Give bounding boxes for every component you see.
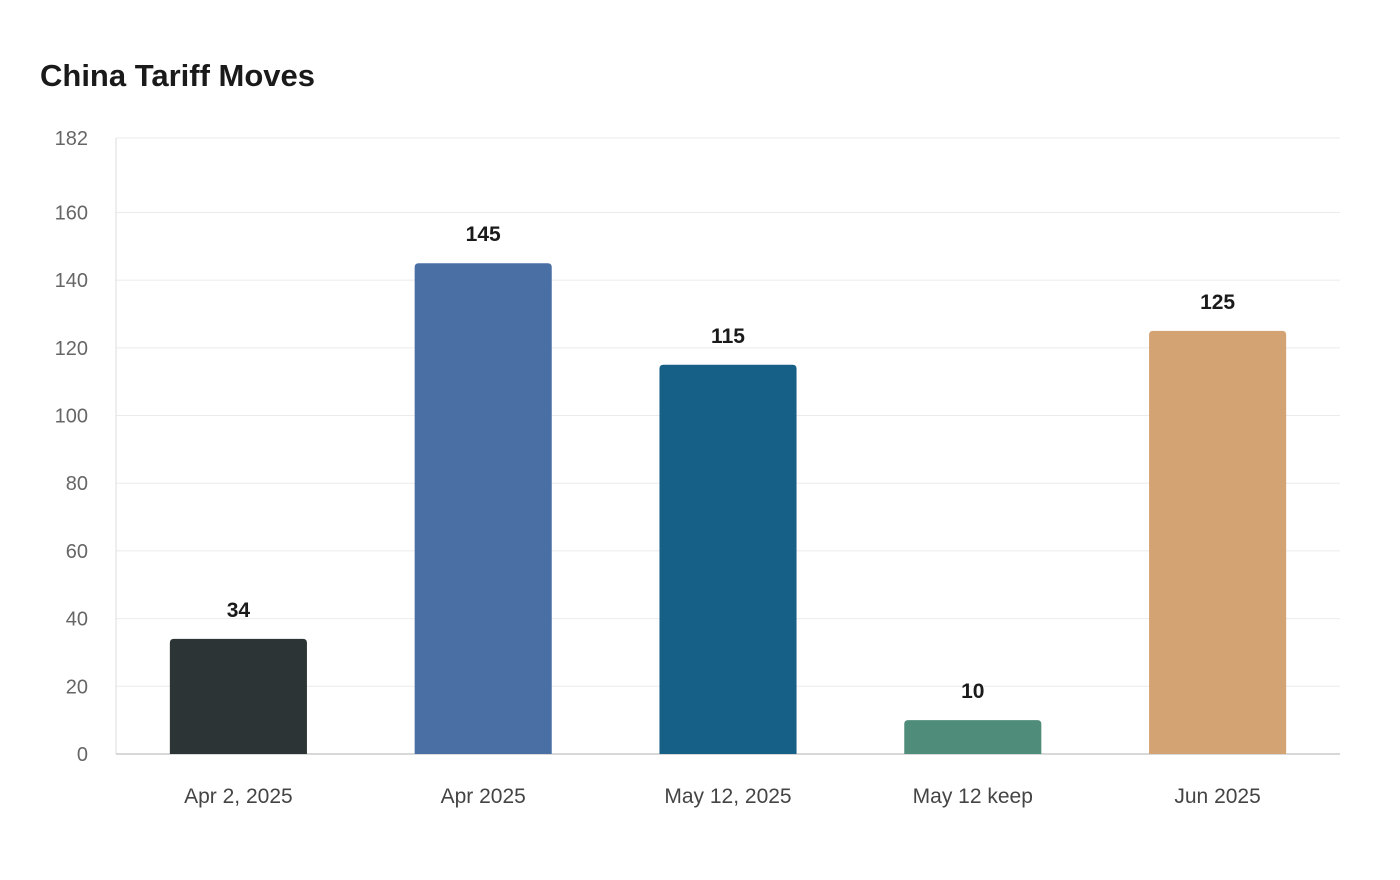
x-tick-label: May 12, 2025: [664, 785, 791, 808]
y-tick-label: 182: [55, 128, 88, 150]
bar: [904, 720, 1042, 754]
bar-value-label: 10: [961, 680, 984, 703]
bar: [1149, 330, 1287, 754]
y-tick-label: 0: [77, 744, 88, 766]
y-tick-label: 100: [55, 406, 88, 428]
x-tick-labels: Apr 2, 2025 Apr 2025 May 12, 2025 May 12 ke…: [184, 785, 1261, 808]
bars: [169, 263, 1287, 754]
y-tick-label: 160: [55, 202, 88, 224]
bar-value-label: 125: [1200, 291, 1235, 314]
x-tick-label: Jun 2025: [1174, 785, 1260, 808]
bar-value-label: 115: [711, 325, 745, 348]
bar-value-label: 145: [466, 223, 501, 246]
y-tick-labels: 0 20 40 60 80 100 120 140 160 182: [55, 128, 88, 766]
y-tick-label: 120: [55, 338, 88, 360]
x-tick-label: May 12 keep: [913, 785, 1033, 808]
y-tick-label: 80: [66, 473, 88, 495]
value-labels: 34 145 115 10 125: [227, 223, 1236, 703]
x-tick-label: Apr 2, 2025: [184, 785, 293, 808]
chart-title: China Tariff Moves: [40, 58, 316, 93]
y-tick-label: 60: [66, 541, 88, 563]
bar: [414, 263, 552, 754]
bar: [659, 364, 797, 754]
y-tick-label: 40: [66, 609, 88, 631]
y-tick-label: 20: [66, 676, 88, 698]
bar: [169, 638, 307, 754]
bar-value-label: 34: [227, 599, 251, 622]
y-tick-label: 140: [55, 270, 88, 292]
x-tick-label: Apr 2025: [441, 785, 526, 808]
